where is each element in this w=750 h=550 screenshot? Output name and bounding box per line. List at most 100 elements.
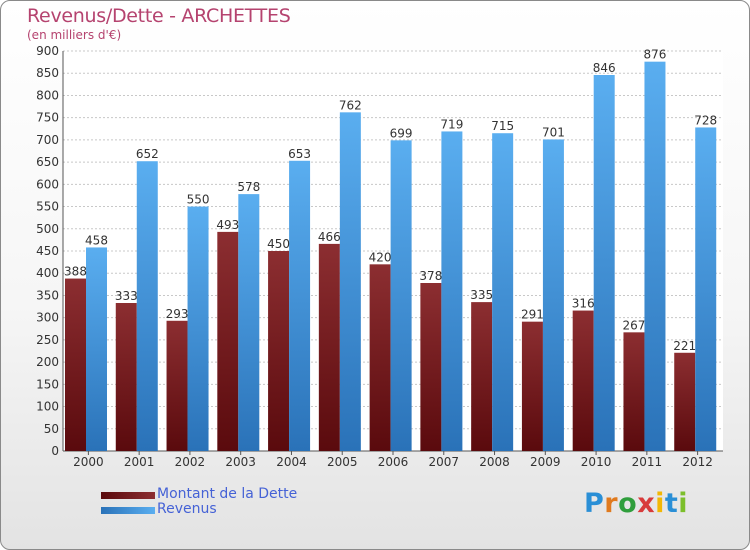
- logo-letter: t: [664, 488, 679, 519]
- bar-revenus: [86, 247, 107, 451]
- y-tick-label: 250: [36, 333, 59, 347]
- bar-revenus: [339, 112, 361, 451]
- y-tick-label: 800: [36, 88, 59, 102]
- bar-dette: [674, 352, 696, 451]
- bar-dette: [65, 278, 86, 451]
- logo-letter: r: [604, 488, 619, 519]
- legend-label-revenus: Revenus: [157, 501, 217, 517]
- bar-dette: [420, 283, 442, 451]
- data-label-revenus: 728: [694, 113, 717, 127]
- logo-letter: i: [678, 488, 689, 519]
- x-tick-label: 2009: [530, 455, 561, 469]
- bar-revenus: [593, 75, 615, 451]
- y-tick-label: 650: [36, 155, 59, 169]
- y-tick-label: 450: [36, 244, 59, 258]
- data-label-revenus: 652: [136, 147, 159, 161]
- data-label-dette: 493: [216, 218, 239, 232]
- bar-dette: [572, 310, 594, 451]
- logo-letter: i: [655, 488, 665, 519]
- bar-dette: [623, 332, 645, 451]
- bar-revenus: [492, 133, 514, 451]
- y-tick-label: 550: [36, 200, 59, 214]
- bar-revenus: [187, 206, 209, 451]
- data-label-dette: 420: [369, 250, 392, 264]
- data-label-dette: 466: [318, 230, 341, 244]
- y-tick-label: 850: [36, 66, 59, 80]
- y-tick-label: 0: [51, 444, 59, 458]
- y-tick-label: 750: [36, 111, 59, 125]
- x-tick-label: 2003: [225, 455, 256, 469]
- bar-revenus: [136, 161, 158, 451]
- bar-dette: [166, 320, 188, 451]
- proxiti-logo: Proxiti: [584, 488, 688, 519]
- data-label-revenus: 458: [85, 233, 108, 247]
- data-label-revenus: 876: [644, 48, 667, 62]
- chart-subtitle: (en milliers d'€): [27, 28, 122, 42]
- data-label-dette: 450: [267, 237, 290, 251]
- data-label-revenus: 719: [440, 117, 463, 131]
- data-label-revenus: 715: [491, 119, 514, 133]
- data-label-dette: 333: [115, 289, 138, 303]
- y-tick-label: 50: [44, 422, 59, 436]
- data-label-dette: 316: [572, 297, 595, 311]
- bar-revenus: [390, 140, 412, 452]
- x-tick-label: 2004: [276, 455, 307, 469]
- data-label-revenus: 550: [187, 193, 210, 207]
- logo-letter: P: [584, 488, 605, 519]
- x-tick-label: 2011: [632, 455, 663, 469]
- y-tick-label: 500: [36, 222, 59, 236]
- bar-dette: [115, 303, 137, 451]
- data-label-dette: 291: [521, 308, 544, 322]
- data-label-revenus: 762: [339, 98, 362, 112]
- x-tick-label: 2001: [124, 455, 155, 469]
- legend-swatch-revenus: [101, 507, 155, 514]
- y-tick-label: 400: [36, 266, 59, 280]
- bar-dette: [471, 302, 493, 451]
- data-label-revenus: 578: [237, 180, 260, 194]
- data-label-dette: 293: [166, 307, 189, 321]
- bar-dette: [521, 321, 543, 451]
- y-tick-label: 900: [36, 44, 59, 58]
- bar-dette: [369, 264, 391, 451]
- y-tick-label: 350: [36, 288, 59, 302]
- data-label-dette: 378: [419, 269, 442, 283]
- bar-revenus: [441, 131, 463, 451]
- x-tick-label: 2010: [581, 455, 612, 469]
- y-tick-label: 100: [36, 400, 59, 414]
- x-tick-label: 2005: [327, 455, 358, 469]
- x-tick-label: 2002: [175, 455, 206, 469]
- y-tick-label: 150: [36, 377, 59, 391]
- x-tick-label: 2008: [479, 455, 510, 469]
- bar-revenus: [542, 139, 564, 451]
- data-label-revenus: 653: [288, 147, 311, 161]
- bar-revenus: [289, 160, 311, 451]
- bar-dette: [318, 243, 340, 451]
- y-tick-label: 300: [36, 311, 59, 325]
- bar-revenus: [644, 61, 666, 452]
- y-tick-label: 200: [36, 355, 59, 369]
- y-tick-label: 600: [36, 177, 59, 191]
- bar-revenus: [695, 127, 717, 451]
- logo-letter: o: [618, 488, 638, 519]
- y-tick-label: 700: [36, 133, 59, 147]
- legend-swatch-dette: [101, 492, 155, 499]
- data-label-revenus: 701: [542, 125, 565, 139]
- logo-letter: x: [637, 488, 656, 519]
- data-label-dette: 267: [623, 318, 646, 332]
- legend-label-dette: Montant de la Dette: [157, 486, 298, 502]
- x-tick-label: 2007: [428, 455, 459, 469]
- data-label-dette: 335: [470, 288, 493, 302]
- data-label-revenus: 846: [593, 61, 616, 75]
- x-tick-label: 2012: [682, 455, 713, 469]
- bar-dette: [217, 231, 239, 451]
- bar-dette: [268, 251, 290, 451]
- chart-title: Revenus/Dette - ARCHETTES: [27, 5, 291, 27]
- data-label-dette: 388: [64, 265, 87, 279]
- data-label-dette: 221: [673, 339, 696, 353]
- data-label-revenus: 699: [390, 126, 413, 140]
- bar-revenus: [238, 194, 260, 451]
- x-tick-label: 2000: [73, 455, 104, 469]
- x-tick-label: 2006: [378, 455, 409, 469]
